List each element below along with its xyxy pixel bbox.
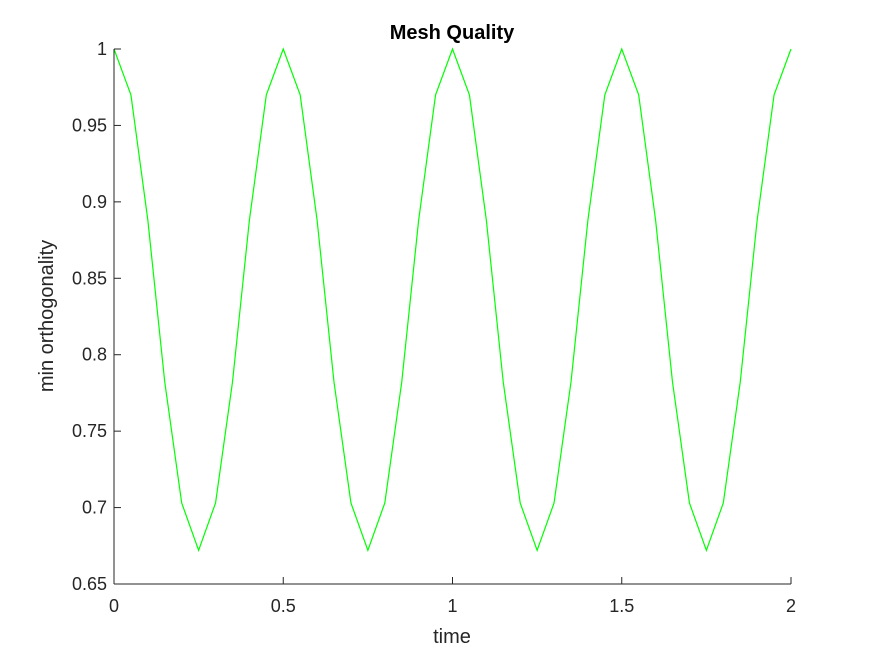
plot-area: 0 0.5 1 1.5 2 0.65 0.7 0.75 0.8 0.85 0.9 0.95 1 bbox=[72, 39, 796, 616]
y-tick-label: 0.65 bbox=[72, 574, 107, 594]
x-tick-label: 1.5 bbox=[609, 596, 634, 616]
y-axis-label: min orthogonality bbox=[36, 240, 58, 392]
y-tick-label: 0.9 bbox=[82, 192, 107, 212]
y-tick-label: 1 bbox=[97, 39, 107, 59]
y-tick-label: 0.85 bbox=[72, 268, 107, 288]
x-tick-label: 0.5 bbox=[271, 596, 296, 616]
series-layer bbox=[113, 47, 792, 553]
y-tick-label: 0.7 bbox=[82, 498, 107, 518]
x-axis-ticks: 0 0.5 1 1.5 2 bbox=[109, 577, 796, 616]
chart-title: Mesh Quality bbox=[390, 22, 515, 44]
y-tick-label: 0.75 bbox=[72, 421, 107, 441]
series-line-0 bbox=[113, 47, 792, 553]
y-axis-ticks: 0.65 0.7 0.75 0.8 0.85 0.9 0.95 1 bbox=[72, 39, 121, 594]
x-tick-label: 2 bbox=[786, 596, 796, 616]
y-tick-label: 0.95 bbox=[72, 115, 107, 135]
y-tick-label: 0.8 bbox=[82, 345, 107, 365]
x-axis-label: time bbox=[433, 626, 471, 648]
x-tick-label: 0 bbox=[109, 596, 119, 616]
x-tick-label: 1 bbox=[447, 596, 457, 616]
